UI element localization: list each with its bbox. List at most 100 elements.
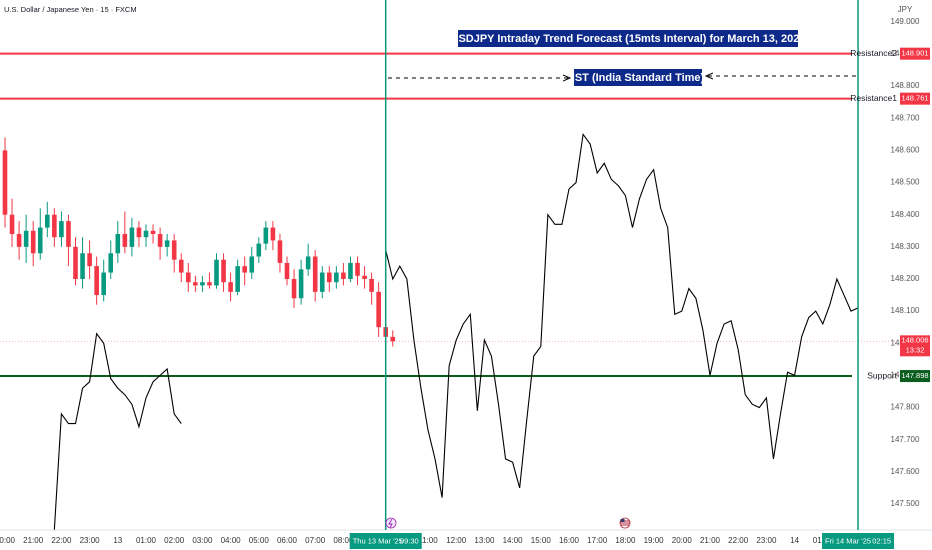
x-tick-label: 18:00 xyxy=(615,536,636,545)
y-tick-label: 148.500 xyxy=(891,178,920,187)
candle-body xyxy=(136,227,142,238)
time-badge-date: Fri 14 Mar '25 xyxy=(825,536,871,545)
chart-header: U.S. Dollar / Japanese Yen · 15 · FXCM xyxy=(4,5,137,14)
candle-body xyxy=(193,282,198,286)
y-tick-label: 148.800 xyxy=(891,81,920,90)
candle-body xyxy=(355,262,360,276)
x-tick-label: 22:00 xyxy=(51,536,72,545)
candle-body xyxy=(164,240,170,247)
x-tick-label: 20:00 xyxy=(672,536,693,545)
level-value: 148.901 xyxy=(901,49,928,58)
subtitle-box xyxy=(574,69,702,86)
candle-body xyxy=(214,259,219,286)
last-price-badge xyxy=(900,335,930,357)
candle-body xyxy=(305,256,311,270)
candle-body xyxy=(2,150,8,215)
candle-body xyxy=(16,233,22,247)
candle-body xyxy=(200,282,205,286)
candle-body xyxy=(298,269,304,299)
candle-body xyxy=(115,233,121,254)
candle-body xyxy=(9,214,15,234)
y-tick-label: 147.600 xyxy=(891,467,920,476)
candle-body xyxy=(348,262,353,279)
x-tick-label: 06:00 xyxy=(277,536,298,545)
candle-body xyxy=(228,282,233,292)
last-price-value: 148.006 xyxy=(901,335,928,344)
candle-body xyxy=(171,240,177,260)
candle-body xyxy=(369,278,374,292)
candle-body xyxy=(129,227,135,247)
candle-body xyxy=(221,259,226,283)
x-tick-label: 08:00 xyxy=(333,536,354,545)
x-tick-label: 17:00 xyxy=(587,536,608,545)
candle-body xyxy=(23,230,29,247)
candle-body xyxy=(108,253,114,273)
candle-body xyxy=(157,233,163,247)
candle-body xyxy=(235,266,240,292)
candle-body xyxy=(37,227,43,254)
candle-body xyxy=(66,221,71,247)
candle-body xyxy=(94,266,99,296)
candle-body xyxy=(87,253,92,267)
event-icon-glyph xyxy=(388,518,393,529)
x-tick-label: 22:00 xyxy=(728,536,749,545)
x-tick-label: 13:00 xyxy=(474,536,495,545)
candle-body xyxy=(291,278,297,299)
last-price-time: 13:32 xyxy=(906,345,925,354)
candle-body xyxy=(362,275,367,279)
y-tick-label: 148.100 xyxy=(891,306,920,315)
x-tick-label: 11:00 xyxy=(418,536,438,545)
time-badge xyxy=(822,533,895,549)
event-icon-glyph xyxy=(620,519,625,522)
x-tick-label: 14:00 xyxy=(503,536,524,545)
candle-body xyxy=(319,272,325,292)
y-tick-label: 147.800 xyxy=(891,403,920,412)
level-name: Resistance2 xyxy=(850,48,897,58)
x-tick-label: 12:00 xyxy=(446,536,467,545)
y-tick-label: 147.500 xyxy=(891,499,920,508)
time-badge xyxy=(349,533,422,549)
candle-body xyxy=(207,282,212,286)
candle-body xyxy=(186,272,191,283)
candle-body xyxy=(390,336,396,342)
chart-title: USDJPY Intraday Trend Forecast (15mts In… xyxy=(451,33,806,45)
time-badge-time: 09:30 xyxy=(400,536,419,545)
candle-body xyxy=(312,256,318,292)
level-value: 148.761 xyxy=(901,94,928,103)
x-tick-label: 04:00 xyxy=(221,536,242,545)
level-badge xyxy=(900,92,930,105)
level-name: Support xyxy=(867,370,897,380)
candle-body xyxy=(341,272,346,279)
forecast-line xyxy=(53,332,182,530)
x-tick-label: 16:00 xyxy=(559,536,580,545)
x-tick-label: 15:00 xyxy=(531,536,552,545)
x-tick-label: 13 xyxy=(113,536,122,545)
level-name: Resistance1 xyxy=(850,93,897,103)
x-tick-label: 14 xyxy=(790,536,799,545)
candle-body xyxy=(52,214,57,238)
forecast-line xyxy=(385,132,859,498)
level-badge xyxy=(900,47,930,60)
title-box xyxy=(458,30,798,47)
candle-body xyxy=(270,227,276,241)
y-tick-label: 148.600 xyxy=(891,146,920,155)
candle-body xyxy=(101,272,106,296)
candle-body xyxy=(277,240,283,263)
event-icon[interactable] xyxy=(385,517,397,529)
candle-body xyxy=(80,253,85,279)
candle-body xyxy=(242,266,247,273)
x-tick-label: 23:00 xyxy=(80,536,101,545)
x-tick-label: 05:00 xyxy=(249,536,270,545)
x-tick-label: 19:00 xyxy=(644,536,665,545)
candle-body xyxy=(327,272,332,283)
candle-body xyxy=(249,256,255,273)
currency-label: JPY xyxy=(898,5,913,14)
time-badge-date: Thu 13 Mar '25 xyxy=(353,536,403,545)
candle-body xyxy=(73,246,78,279)
y-tick-label: 147.700 xyxy=(891,435,920,444)
x-tick-label: 23:00 xyxy=(756,536,777,545)
chart-subtitle: IST (India Standard Time) xyxy=(572,72,705,84)
y-tick-label: 148.400 xyxy=(891,210,920,219)
y-tick-label: 148.200 xyxy=(891,274,920,283)
